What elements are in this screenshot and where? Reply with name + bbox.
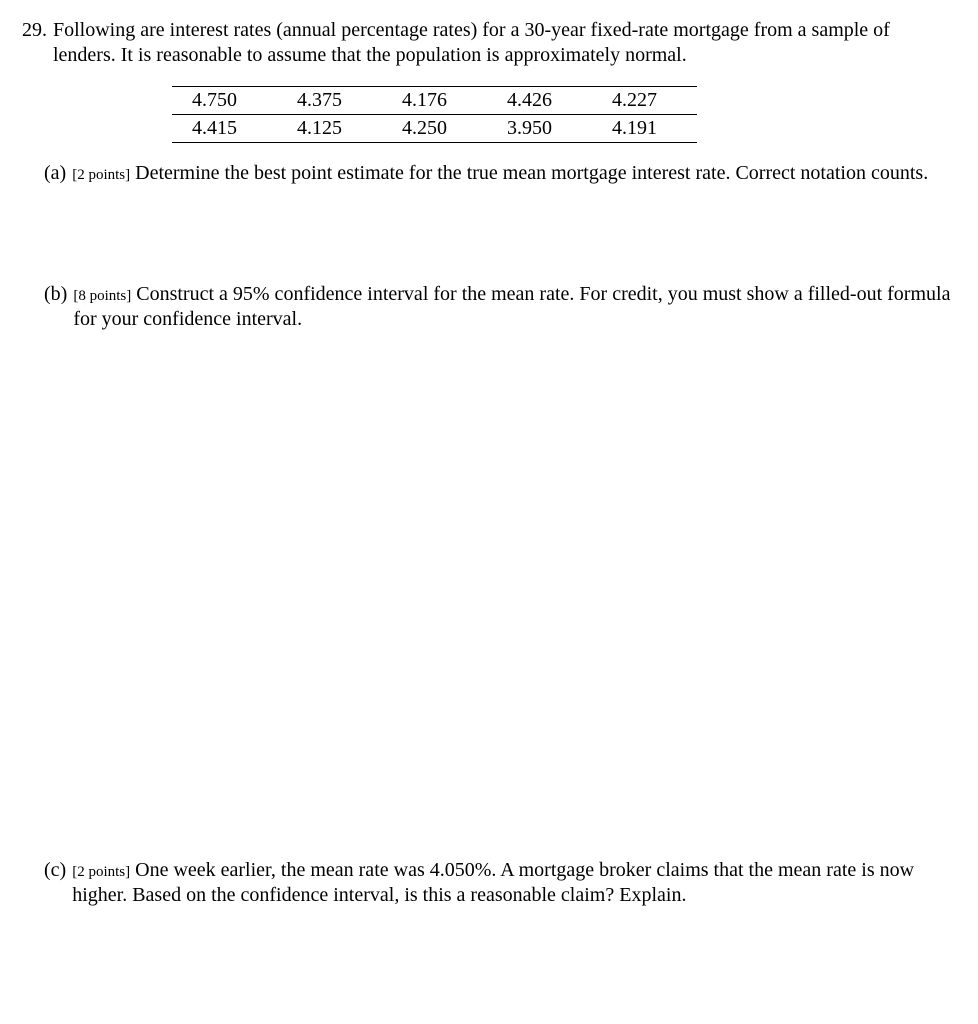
table-cell: 4.426 <box>487 87 592 115</box>
data-table-container: 4.750 4.375 4.176 4.426 4.227 4.415 4.12… <box>172 86 956 143</box>
part-prompt: Construct a 95% confidence interval for … <box>73 283 950 330</box>
part-a: (a) [2 points] Determine the best point … <box>44 161 956 186</box>
part-text: [2 points] One week earlier, the mean ra… <box>72 858 956 908</box>
points-tag: [2 points] <box>72 864 130 880</box>
table-cell: 4.176 <box>382 87 487 115</box>
table-cell: 4.415 <box>172 115 277 143</box>
part-b: (b) [8 points] Construct a 95% confidenc… <box>44 282 956 332</box>
table-row: 4.415 4.125 4.250 3.950 4.191 <box>172 115 697 143</box>
question-number: 29. <box>22 18 53 68</box>
table-row: 4.750 4.375 4.176 4.426 4.227 <box>172 87 697 115</box>
part-label: (c) <box>44 858 72 908</box>
table-cell: 4.125 <box>277 115 382 143</box>
workspace-gap <box>22 192 956 282</box>
table-cell: 4.750 <box>172 87 277 115</box>
part-prompt: One week earlier, the mean rate was 4.05… <box>72 859 914 906</box>
part-label: (a) <box>44 161 72 186</box>
part-label: (b) <box>44 282 73 332</box>
workspace-gap <box>22 338 956 858</box>
data-table: 4.750 4.375 4.176 4.426 4.227 4.415 4.12… <box>172 86 697 143</box>
table-cell: 4.250 <box>382 115 487 143</box>
points-tag: [8 points] <box>73 288 131 304</box>
table-cell: 4.191 <box>592 115 697 143</box>
question-text: Following are interest rates (annual per… <box>53 18 956 68</box>
points-tag: [2 points] <box>72 167 130 183</box>
part-text: [8 points] Construct a 95% confidence in… <box>73 282 956 332</box>
table-cell: 3.950 <box>487 115 592 143</box>
part-text: [2 points] Determine the best point esti… <box>72 161 956 186</box>
table-cell: 4.375 <box>277 87 382 115</box>
part-c: (c) [2 points] One week earlier, the mea… <box>44 858 956 908</box>
part-prompt: Determine the best point estimate for th… <box>135 162 928 184</box>
table-cell: 4.227 <box>592 87 697 115</box>
question-stem: 29. Following are interest rates (annual… <box>22 18 956 68</box>
